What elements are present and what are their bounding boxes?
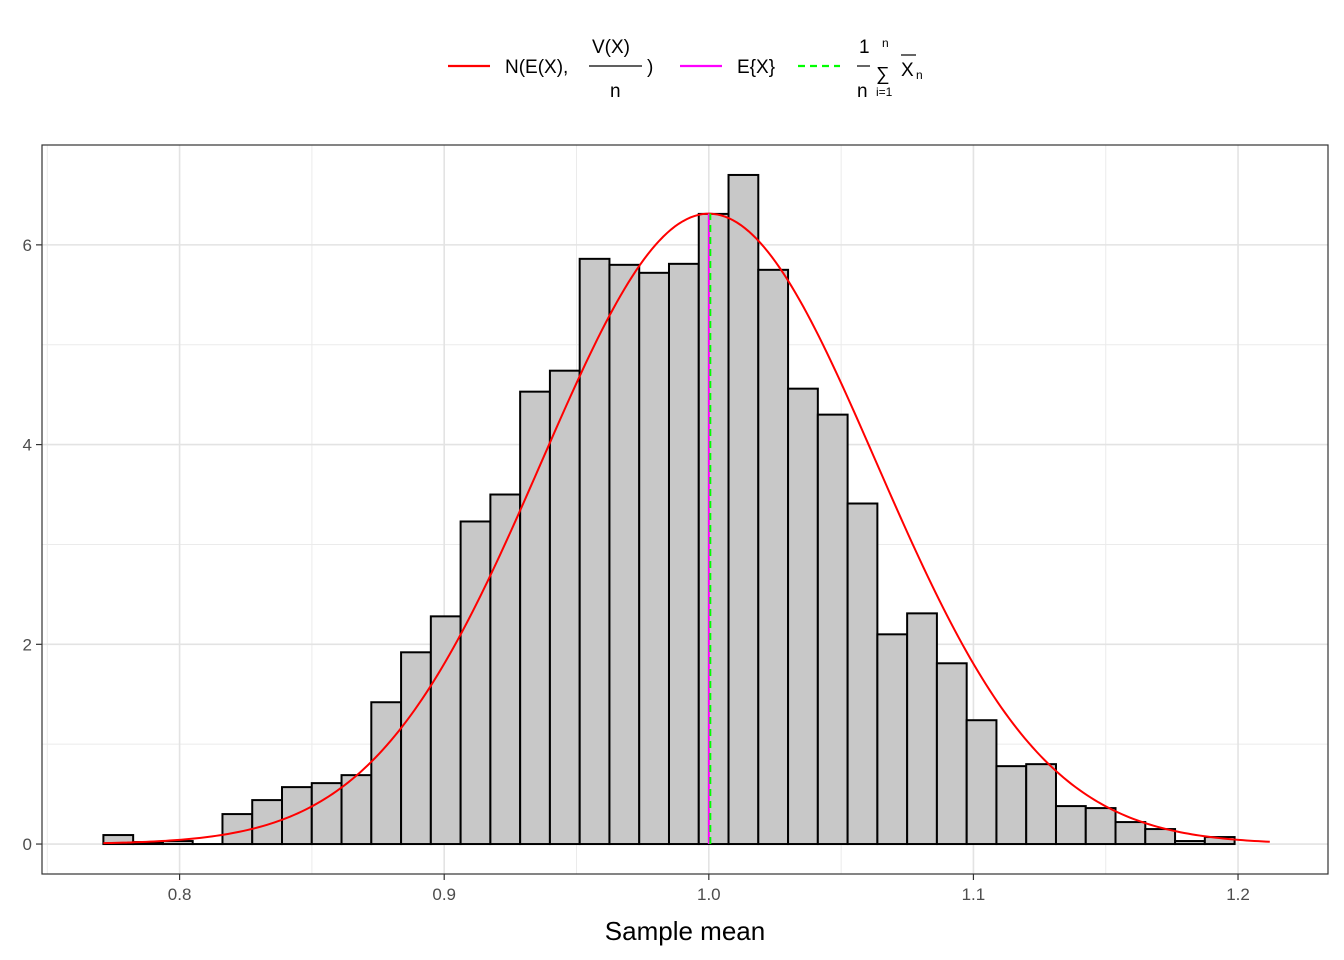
legend-mean-numerator: 1 bbox=[859, 37, 870, 58]
histogram-bar bbox=[757, 268, 790, 846]
x-tick-label: 1.0 bbox=[697, 885, 721, 904]
y-tick-label: 6 bbox=[23, 236, 32, 255]
x-tick-label: 1.2 bbox=[1226, 885, 1250, 904]
histogram-bar bbox=[1025, 763, 1057, 846]
histogram-bar bbox=[1084, 807, 1117, 846]
histogram-bar bbox=[995, 765, 1028, 846]
x-tick-label: 0.8 bbox=[168, 885, 192, 904]
legend-mean-xbar: X bbox=[901, 60, 914, 81]
histogram-bar bbox=[638, 271, 670, 846]
legend: N(E(X), V(X) n ) E{X} 1 n n ∑ i=1 X n bbox=[448, 36, 923, 102]
legend-mean-sum-symbol: ∑ bbox=[876, 64, 890, 85]
histogram-bar bbox=[489, 493, 522, 846]
legend-mean-subscript: n bbox=[916, 68, 923, 82]
histogram-bar bbox=[1144, 828, 1177, 846]
legend-mean-sum-lower: i=1 bbox=[876, 85, 893, 99]
histogram-bar bbox=[340, 774, 373, 846]
histogram-bar bbox=[429, 615, 462, 846]
histogram-bar bbox=[965, 719, 998, 846]
histogram-bar bbox=[1114, 821, 1147, 846]
histogram-bars bbox=[102, 173, 1236, 846]
x-tick-label: 1.1 bbox=[962, 885, 986, 904]
histogram-bar bbox=[667, 262, 700, 846]
legend-expected-label: E{X} bbox=[737, 57, 775, 78]
histogram-bar bbox=[310, 782, 343, 846]
histogram-bar bbox=[281, 786, 313, 846]
histogram-bar bbox=[935, 662, 968, 846]
y-tick-label: 4 bbox=[23, 436, 32, 455]
histogram-bar bbox=[519, 390, 551, 846]
histogram-bar bbox=[102, 834, 135, 846]
x-axis-title: Sample mean bbox=[605, 916, 765, 946]
histogram-bar bbox=[787, 387, 819, 846]
y-axis: 0 2 4 6 bbox=[23, 236, 42, 854]
histogram-bar bbox=[876, 633, 909, 846]
y-tick-label: 2 bbox=[23, 635, 32, 654]
plot-panel bbox=[41, 144, 1329, 875]
histogram-bar bbox=[370, 701, 403, 846]
legend-normal-prefix: N(E(X), bbox=[505, 57, 568, 78]
histogram-bar bbox=[846, 502, 879, 846]
histogram-bar bbox=[161, 840, 194, 846]
normal-curve bbox=[103, 212, 1270, 845]
histogram-bar bbox=[1054, 805, 1087, 846]
histogram-bar bbox=[697, 212, 730, 846]
legend-normal-denominator: n bbox=[610, 81, 621, 102]
legend-mean-denominator: n bbox=[857, 81, 868, 102]
histogram-bar bbox=[400, 651, 432, 846]
legend-normal-suffix: ) bbox=[647, 57, 653, 78]
x-axis: 0.8 0.9 1.0 1.1 1.2 bbox=[168, 874, 1250, 904]
panel-border bbox=[41, 144, 1329, 875]
legend-normal-numerator: V(X) bbox=[592, 37, 630, 58]
legend-mean-sum-upper: n bbox=[882, 36, 889, 50]
y-tick-label: 0 bbox=[23, 835, 32, 854]
x-tick-label: 0.9 bbox=[432, 885, 456, 904]
histogram-bar bbox=[1174, 840, 1206, 846]
histogram-bar bbox=[816, 413, 849, 846]
histogram-bar bbox=[548, 369, 581, 846]
histogram-bar bbox=[727, 173, 760, 846]
histogram-bar bbox=[459, 520, 492, 846]
histogram-bar bbox=[906, 612, 938, 846]
histogram-bar bbox=[608, 263, 641, 846]
